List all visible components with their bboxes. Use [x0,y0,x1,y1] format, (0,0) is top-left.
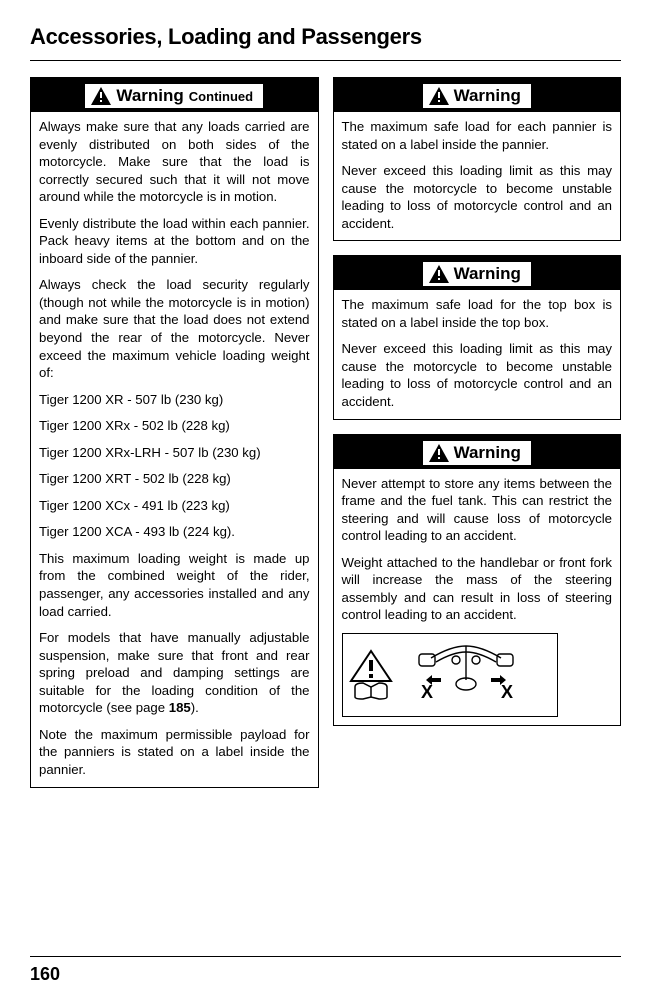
warning-header: Warning [334,78,621,112]
warning-paragraph: Never attempt to store any items between… [342,475,613,545]
weight-line: Tiger 1200 XCx - 491 lb (223 kg) [39,497,310,515]
text-span: ). [191,700,199,715]
warning-body: Always make sure that any loads carried … [31,112,318,787]
title-divider [30,60,621,61]
manual-icon [349,649,393,701]
left-column: Warning Continued Always make sure that … [30,77,319,802]
warning-paragraph: Weight attached to the handlebar or fron… [342,554,613,624]
weight-line: Tiger 1200 XRx - 502 lb (228 kg) [39,417,310,435]
warning-triangle-icon [429,444,449,462]
warning-header: Warning Continued [31,78,318,112]
warning-header: Warning [334,435,621,469]
warning-box-topbox: Warning The maximum safe load for the to… [333,255,622,419]
warning-paragraph: This maximum loading weight is made up f… [39,550,310,620]
weight-line: Tiger 1200 XCA - 493 lb (224 kg). [39,523,310,541]
warning-triangle-icon [429,87,449,105]
handlebar-diagram-icon: X X [401,640,531,710]
warning-header-inner: Warning [423,262,531,286]
warning-paragraph: Always make sure that any loads carried … [39,118,310,206]
footer-divider [30,956,621,957]
warning-paragraph: Note the maximum permissible payload for… [39,726,310,779]
page-ref: 185 [169,700,191,715]
warning-header: Warning [334,256,621,290]
warning-box-continued: Warning Continued Always make sure that … [30,77,319,788]
warning-triangle-icon [91,87,111,105]
page-number: 160 [30,964,60,985]
weight-line: Tiger 1200 XRx-LRH - 507 lb (230 kg) [39,444,310,462]
warning-paragraph: Never exceed this loading limit as this … [342,340,613,410]
warning-label: Warning [116,86,183,106]
warning-triangle-icon [429,265,449,283]
warning-label: Warning [454,264,521,284]
warning-header-inner: Warning Continued [85,84,263,108]
warning-paragraph: For models that have manually adjustable… [39,629,310,717]
svg-text:X: X [421,682,433,702]
warning-paragraph: The maximum safe load for each pannier i… [342,118,613,153]
warning-body: The maximum safe load for each pannier i… [334,112,621,240]
warning-body: The maximum safe load for the top box is… [334,290,621,418]
right-column: Warning The maximum safe load for each p… [333,77,622,802]
page-title: Accessories, Loading and Passengers [30,24,621,50]
warning-body: Never attempt to store any items between… [334,469,621,725]
warning-label: Warning [454,86,521,106]
warning-paragraph: The maximum safe load for the top box is… [342,296,613,331]
warning-label: Warning [454,443,521,463]
content-columns: Warning Continued Always make sure that … [30,77,621,802]
weight-line: Tiger 1200 XR - 507 lb (230 kg) [39,391,310,409]
warning-continued-label: Continued [189,89,253,104]
weight-line: Tiger 1200 XRT - 502 lb (228 kg) [39,470,310,488]
warning-header-inner: Warning [423,441,531,465]
svg-text:X: X [501,682,513,702]
warning-paragraph: Always check the load security regularly… [39,276,310,381]
warning-paragraph: Evenly distribute the load within each p… [39,215,310,268]
warning-paragraph: Never exceed this loading limit as this … [342,162,613,232]
warning-header-inner: Warning [423,84,531,108]
illustration-box: X X [342,633,558,717]
warning-box-pannier: Warning The maximum safe load for each p… [333,77,622,241]
warning-box-frame-tank: Warning Never attempt to store any items… [333,434,622,726]
